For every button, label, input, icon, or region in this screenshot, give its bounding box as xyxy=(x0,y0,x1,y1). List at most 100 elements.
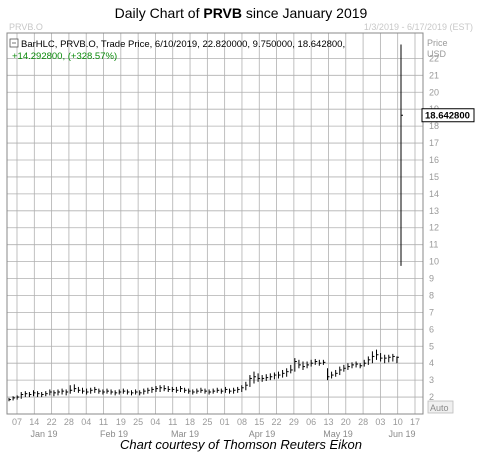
ohlc-bar xyxy=(253,371,256,384)
ohlc-bar xyxy=(57,389,60,396)
ohlc-bar xyxy=(82,387,85,394)
ohlc-bar xyxy=(110,389,114,395)
last-price-marker: 18.642800 xyxy=(421,108,475,123)
ohlc-bar xyxy=(384,354,387,364)
x-tick-label: 03 xyxy=(375,417,385,427)
x-tick-label: 17 xyxy=(410,417,420,427)
ohlc-bar xyxy=(269,373,273,381)
x-tick-label: 06 xyxy=(306,417,316,427)
ohlc-bar xyxy=(49,389,52,396)
ohlc-bar xyxy=(331,371,334,379)
ohlc-bar xyxy=(335,369,338,377)
y-tick-label: 16 xyxy=(429,155,439,165)
ohlc-bar xyxy=(65,389,69,396)
ohlc-bar xyxy=(363,359,367,367)
ohlc-bar xyxy=(77,386,81,393)
ohlc-bar xyxy=(376,349,379,360)
month-label: Feb 19 xyxy=(100,429,128,439)
ohlc-bar xyxy=(200,387,203,393)
watermark-ticker: PRVB.O xyxy=(9,22,43,32)
ohlc-bar xyxy=(310,359,314,367)
ohlc-bar xyxy=(192,389,195,395)
ohlc-bar xyxy=(392,353,395,362)
month-label: Jun 19 xyxy=(388,429,415,439)
ohlc-bar xyxy=(216,387,220,393)
y-tick-label: 11 xyxy=(429,240,438,250)
auto-scale-button[interactable]: Auto xyxy=(427,400,454,414)
ohlc-bar xyxy=(126,389,130,395)
y-tick-label: 13 xyxy=(429,206,439,216)
y-tick-label: 4 xyxy=(429,358,434,368)
x-tick-label: 22 xyxy=(272,417,282,427)
ohlc-bar xyxy=(396,356,399,364)
ohlc-bar xyxy=(327,368,330,381)
ohlc-bar xyxy=(224,386,228,393)
ohlc-bar xyxy=(41,391,44,398)
x-tick-label: 19 xyxy=(116,417,126,427)
ohlc-bar xyxy=(94,386,97,393)
ohlc-bar xyxy=(261,375,265,382)
x-tick-label: 13 xyxy=(323,417,333,427)
ohlc-bar xyxy=(302,361,305,370)
chart-title: Daily Chart of PRVB since January 2019 xyxy=(0,5,482,21)
y-tick-label: 6 xyxy=(429,324,434,334)
month-label: Mar 19 xyxy=(171,429,199,439)
ohlc-bar xyxy=(12,396,16,401)
legend-icon xyxy=(9,38,19,48)
ohlc-bar xyxy=(69,385,73,394)
date-range-label: 1/3/2019 - 6/17/2019 (EST) xyxy=(364,22,473,32)
chart-caption: Chart courtesy of Thomson Reuters Eikon xyxy=(119,437,363,452)
ohlc-bar xyxy=(318,359,322,366)
ohlc-bar xyxy=(212,388,216,394)
ohlc-bar xyxy=(8,397,11,402)
ohlc-bar xyxy=(245,381,248,391)
ohlc-bar xyxy=(241,385,244,392)
ohlc-bar xyxy=(257,373,261,382)
ohlc-bar xyxy=(37,391,40,398)
ohlc-bar xyxy=(367,356,371,365)
x-tick-label: 14 xyxy=(29,417,39,427)
ohlc-bar xyxy=(175,386,179,393)
ohlc-bar xyxy=(351,362,354,369)
ohlc-bar xyxy=(147,387,150,394)
x-tick-label: 08 xyxy=(237,417,247,427)
month-label: Jan 19 xyxy=(30,429,57,439)
title-prefix: Daily Chart of xyxy=(114,5,204,21)
x-tick-label: 25 xyxy=(133,417,143,427)
y-tick-label: 17 xyxy=(429,138,439,148)
ohlc-bar xyxy=(122,388,126,394)
y-tick-label: 2 xyxy=(429,392,434,402)
title-suffix: since January 2019 xyxy=(242,5,368,21)
ohlc-bar xyxy=(143,388,146,395)
month-label: Apr 19 xyxy=(249,429,276,439)
x-tick-label: 28 xyxy=(358,417,368,427)
x-tick-label: 01 xyxy=(220,417,230,427)
last-price-label: 18.642800 xyxy=(425,111,470,122)
x-tick-label: 04 xyxy=(81,417,91,427)
ohlc-bar xyxy=(167,386,171,392)
x-tick-label: 10 xyxy=(393,417,403,427)
ohlc-bar xyxy=(400,44,403,266)
y-tick-label: 21 xyxy=(429,70,439,80)
ohlc-bar xyxy=(188,388,191,394)
x-tick-label: 29 xyxy=(289,417,299,427)
y-tick-label: 8 xyxy=(429,290,434,300)
ohlc-bar xyxy=(204,388,207,394)
y-tick-label: 15 xyxy=(429,172,439,182)
ohlc-bar xyxy=(347,363,350,370)
y-axis-ticks: 2345678910111213141516171819202122 xyxy=(429,53,439,402)
ohlc-bar xyxy=(196,388,199,394)
ohlc-bar xyxy=(278,371,281,379)
ohlc-bar xyxy=(306,361,310,369)
ohlc-bar xyxy=(273,372,277,380)
ohlc-bar xyxy=(114,390,118,396)
month-labels: Jan 19 Feb 19 Mar 19 Apr 19 May 19 Jun 19 xyxy=(30,429,415,439)
y-tick-label: 12 xyxy=(429,223,439,233)
ohlc-bar xyxy=(139,390,142,396)
ohlc-bar xyxy=(282,369,285,378)
ohlc-bar xyxy=(249,375,252,387)
y-tick-label: 14 xyxy=(429,189,439,199)
ohlc-bar xyxy=(53,390,56,397)
ohlc-bar xyxy=(294,358,297,372)
